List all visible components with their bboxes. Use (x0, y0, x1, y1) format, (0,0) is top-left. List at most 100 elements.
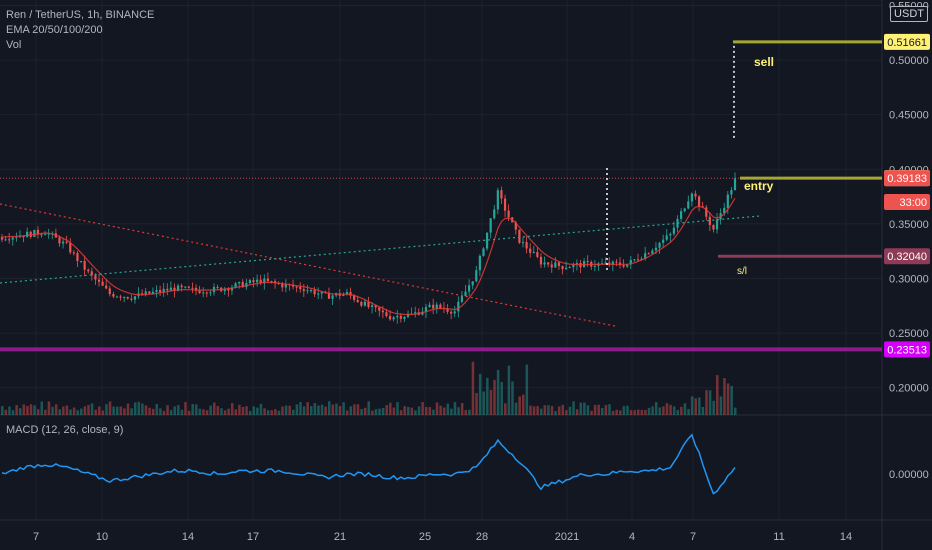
candle-body (697, 196, 701, 207)
currency-button[interactable]: USDT (890, 6, 928, 22)
volume-bar (141, 403, 144, 415)
volume-bar (543, 405, 547, 415)
volume-bar (565, 410, 568, 415)
volume-bar (98, 406, 101, 415)
candle-body (309, 290, 313, 292)
candle-body (572, 264, 575, 268)
candle-body (493, 209, 496, 219)
volume-bar (539, 408, 543, 415)
candle-body (216, 286, 219, 288)
volume-bar (256, 407, 259, 415)
volume-bar (108, 401, 112, 415)
candle-body (392, 317, 395, 320)
volume-bar (220, 408, 223, 415)
volume-bar (177, 405, 180, 415)
candle-body (241, 281, 244, 288)
candle-body (658, 242, 661, 248)
volume-bar (554, 410, 557, 415)
volume-bar (468, 409, 471, 415)
volume-bar (522, 394, 525, 415)
candle-body (248, 280, 252, 284)
candle-body (550, 264, 553, 268)
time-tick-label: 11 (773, 531, 784, 543)
candle-body (482, 248, 485, 256)
candle-body (151, 291, 155, 294)
candle-body (733, 178, 737, 191)
volume-legend: Vol (6, 39, 22, 51)
volume-bar (665, 403, 669, 415)
candle-body (450, 311, 453, 314)
volume-bar (504, 403, 507, 415)
candle-body (521, 242, 525, 244)
volume-bar (292, 409, 295, 415)
volume-bar (371, 410, 374, 415)
volume-bar (719, 396, 723, 415)
candle-body (496, 190, 499, 210)
volume-bar (65, 405, 69, 415)
candle-body (87, 269, 90, 272)
candle-body (518, 229, 521, 243)
volume-bar (583, 402, 586, 415)
candle-body (115, 296, 119, 298)
candle-body (202, 292, 205, 294)
volume-bar (701, 406, 705, 415)
volume-bar (708, 390, 712, 415)
candle-body (252, 280, 255, 283)
candle-body (349, 292, 352, 296)
volume-bar (629, 410, 633, 415)
price-label-text: 0.39183 (887, 173, 927, 185)
volume-bar (550, 406, 554, 415)
candle-body (141, 293, 144, 295)
volume-bar (36, 409, 40, 415)
volume-bar (230, 403, 234, 415)
volume-bar (662, 406, 665, 415)
candle-body (529, 248, 532, 253)
volume-bar (644, 409, 647, 415)
time-tick-label: 14 (182, 531, 194, 543)
price-label-box (884, 341, 930, 358)
candle-body (636, 259, 640, 261)
volume-bar (428, 407, 432, 415)
volume-bar (126, 403, 130, 415)
volume-bar (212, 402, 216, 415)
candle-body (500, 190, 503, 199)
volume-bar (399, 410, 403, 415)
volume-bar (374, 409, 378, 415)
price-label-box (884, 170, 930, 187)
candle-body (90, 271, 93, 276)
candle-body (489, 218, 492, 233)
volume-bar (137, 401, 141, 415)
candle-body (525, 242, 528, 249)
candle-body (105, 285, 108, 289)
candle-body (273, 281, 277, 284)
volume-bar (690, 396, 694, 415)
candle-body (439, 304, 442, 308)
volume-bar (536, 406, 539, 415)
candle-body (654, 247, 658, 251)
volume-bar (694, 398, 697, 415)
volume-bar (604, 405, 608, 415)
volume-bar (439, 405, 442, 415)
candle-body (133, 296, 137, 300)
candle-body (191, 287, 194, 289)
volume-bar (342, 402, 345, 415)
volume-bar (496, 369, 500, 415)
volume-bar (676, 409, 680, 415)
candle-body (640, 258, 643, 260)
candle-body (532, 252, 535, 254)
price-tick-label: 0.50000 (889, 55, 929, 67)
candle-body (708, 216, 711, 225)
candle-body (586, 261, 589, 263)
volume-bar (360, 408, 363, 415)
candle-body (291, 284, 295, 287)
candle-body (665, 235, 668, 240)
volume-bar (4, 409, 8, 415)
candle-body (194, 287, 198, 291)
candle-body (155, 290, 158, 292)
candle-body (94, 275, 97, 280)
candle-body (672, 227, 676, 234)
candle-body (205, 292, 208, 294)
volume-bar (198, 408, 202, 415)
